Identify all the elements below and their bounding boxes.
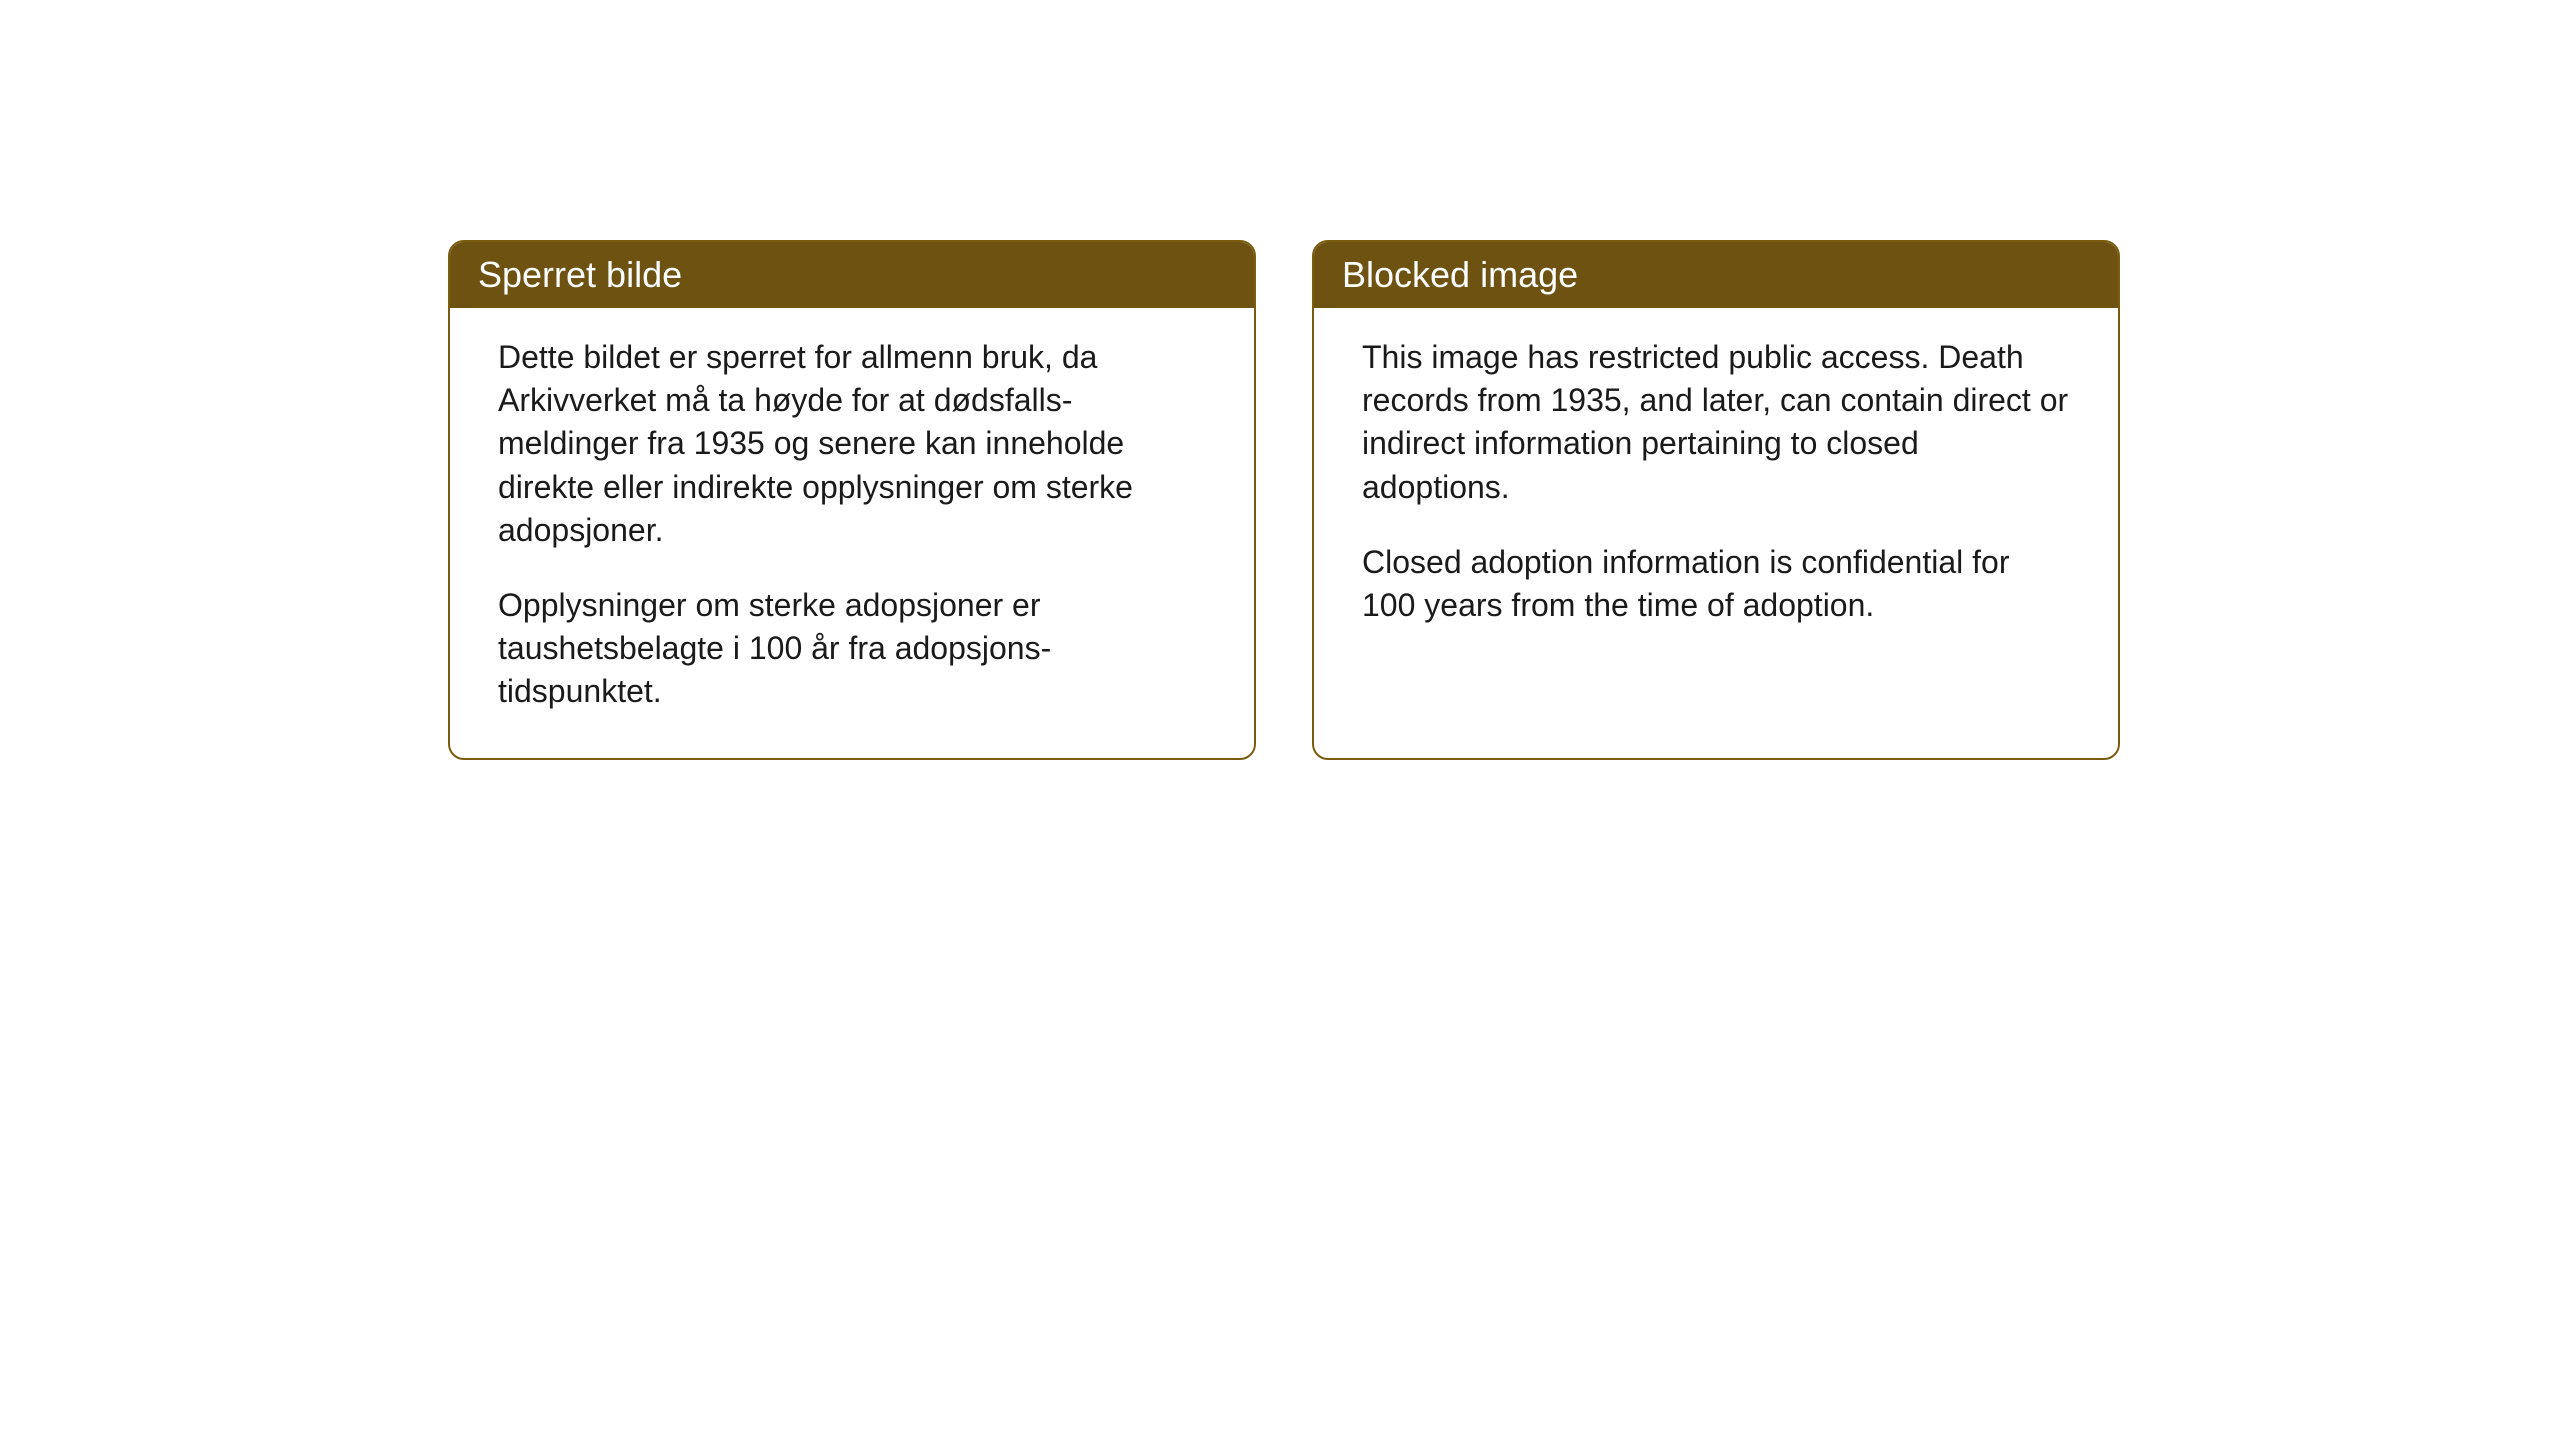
notice-paragraph-1-norwegian: Dette bildet er sperret for allmenn bruk… (498, 336, 1206, 552)
notice-body-english: This image has restricted public access.… (1314, 308, 2118, 671)
notice-container: Sperret bilde Dette bildet er sperret fo… (448, 240, 2120, 760)
notice-card-norwegian: Sperret bilde Dette bildet er sperret fo… (448, 240, 1256, 760)
notice-body-norwegian: Dette bildet er sperret for allmenn bruk… (450, 308, 1254, 758)
notice-paragraph-2-norwegian: Opplysninger om sterke adopsjoner er tau… (498, 584, 1206, 714)
notice-header-norwegian: Sperret bilde (450, 242, 1254, 308)
notice-header-english: Blocked image (1314, 242, 2118, 308)
notice-title-english: Blocked image (1342, 254, 1578, 295)
notice-paragraph-2-english: Closed adoption information is confident… (1362, 541, 2070, 627)
notice-paragraph-1-english: This image has restricted public access.… (1362, 336, 2070, 509)
notice-title-norwegian: Sperret bilde (478, 254, 682, 295)
notice-card-english: Blocked image This image has restricted … (1312, 240, 2120, 760)
